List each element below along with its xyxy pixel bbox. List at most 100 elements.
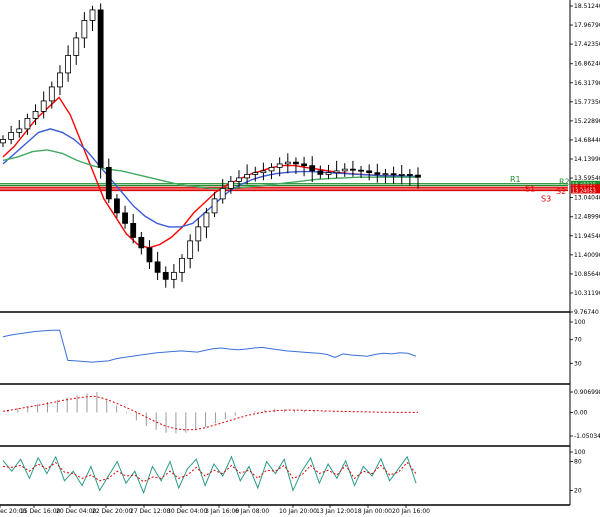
candle-body [81, 20, 88, 39]
stochastic-tick-label: 100 [574, 449, 586, 456]
candle-body [122, 212, 128, 224]
moving-average-3 [2, 149, 418, 190]
candle-body [130, 222, 137, 238]
candle-body [0, 139, 6, 144]
candle-body [32, 111, 39, 119]
price-tick-label: 11.94540 [574, 233, 600, 240]
candle-body [317, 170, 324, 175]
rsi-tick-label: 30 [574, 360, 582, 367]
candle-body [24, 118, 31, 130]
time-tick-label: 15 Dec 16:00 [20, 508, 61, 515]
time-tick-label: 20 Dec 04:00 [56, 508, 97, 515]
time-tick-label: 27 Dec 12:00 [130, 508, 171, 515]
candle-body [301, 163, 307, 167]
macd-tick-label: -1.050345 [574, 433, 600, 440]
candle-body [333, 170, 340, 174]
time-tick-label: 30 Dec 04:00 [167, 508, 208, 515]
candle-body [260, 170, 267, 174]
candle-body [187, 240, 194, 259]
price-tick-label: 13.59540 [574, 175, 600, 182]
stochastic-d-line [2, 461, 417, 483]
stochastic-tick-label: 20 [574, 487, 582, 494]
level-label-r1: R1 [510, 175, 521, 184]
rsi-panel[interactable] [2, 329, 417, 363]
moving-average-2 [2, 128, 419, 228]
price-tick-label: 18.51240 [574, 3, 600, 10]
candle-body [48, 86, 55, 102]
macd-tick-label: 0.00 [574, 409, 588, 416]
stochastic-tick-label: 80 [574, 459, 582, 466]
candle-body [350, 168, 356, 171]
candle-body [252, 172, 259, 175]
candle-body [57, 72, 63, 88]
candle-body [179, 257, 185, 273]
price-tick-label: 15.22890 [574, 118, 600, 125]
level-label-r2: R2 [559, 178, 570, 187]
chart-frame [0, 0, 571, 506]
stochastic-panel[interactable] [2, 455, 417, 495]
candle-body [390, 173, 397, 176]
time-tick-label: 18 Jan 00:00 [354, 508, 392, 515]
candle-body [146, 247, 153, 263]
candle-body [244, 173, 251, 179]
price-tick-label: 9.76740 [574, 309, 599, 316]
time-tick-label: 10 Jan 20:00 [279, 508, 317, 515]
candle-body [203, 212, 210, 228]
price-tick-label: 17.42350 [574, 41, 600, 48]
price-tick-label: 13.04040 [574, 194, 600, 201]
candle-body [154, 261, 161, 273]
candle-body [398, 173, 405, 176]
rsi-tick-label: 100 [574, 319, 586, 326]
level-label-s2: S2 [556, 187, 566, 196]
price-tick-label: 10.85640 [574, 271, 600, 278]
price-tick-label: 15.77350 [574, 99, 600, 106]
price-tick-label: 12.48990 [574, 214, 600, 221]
candle-body [293, 161, 299, 165]
candle-body [219, 187, 226, 200]
level-price-tag-label: 13.24053 [572, 188, 596, 194]
candle-body [366, 170, 373, 174]
time-tick-label: 20 Jan 16:00 [392, 508, 430, 515]
candle-body [227, 180, 234, 189]
price-tick-label: 11.40090 [574, 252, 600, 259]
time-tick-label: 6 Jan 08:00 [235, 508, 269, 515]
price-axis: 18.51240 17.96790 17.42350 16.86240 16.31790… [570, 3, 600, 494]
level-price-tag [571, 187, 600, 194]
candle-body [170, 271, 177, 280]
macd-panel[interactable] [2, 392, 418, 434]
time-tick-label: 10 Dec 20:00 [0, 508, 27, 515]
candle-body [16, 128, 23, 133]
candle-body [268, 166, 275, 172]
candle-body [374, 172, 381, 175]
candle-body [73, 37, 80, 56]
candle-body [105, 166, 112, 200]
candle-body [276, 163, 283, 168]
price-tick-label: 16.86240 [574, 61, 600, 68]
time-tick-label: 22 Dec 20:00 [92, 508, 133, 515]
candle-body [406, 173, 413, 176]
candle-body [382, 173, 389, 176]
main-price-panel[interactable]: R1R2S1S2S3 [0, 3, 570, 289]
macd-tick-label: 0.906998 [574, 389, 600, 396]
candle-body [40, 100, 47, 112]
time-tick-label: 13 Jan 12:00 [316, 508, 354, 515]
candle-body [284, 161, 291, 165]
price-tick-label: 17.96790 [574, 22, 600, 29]
price-tick-label: 14.68440 [574, 137, 600, 144]
candle-body [211, 198, 218, 214]
candle-body [8, 132, 15, 140]
rsi-tick-label: 70 [574, 337, 582, 344]
price-tick-label: 16.31790 [574, 80, 600, 87]
candle-body [97, 9, 104, 168]
candle-body [65, 55, 71, 74]
candle-body [195, 226, 202, 242]
stochastic-k-line [2, 455, 417, 495]
candle-body [358, 169, 364, 172]
candle-body [325, 172, 332, 175]
candle-body [89, 9, 96, 21]
time-tick-label: 3 Jan 16:00 [205, 508, 239, 515]
candle-body [162, 271, 169, 280]
